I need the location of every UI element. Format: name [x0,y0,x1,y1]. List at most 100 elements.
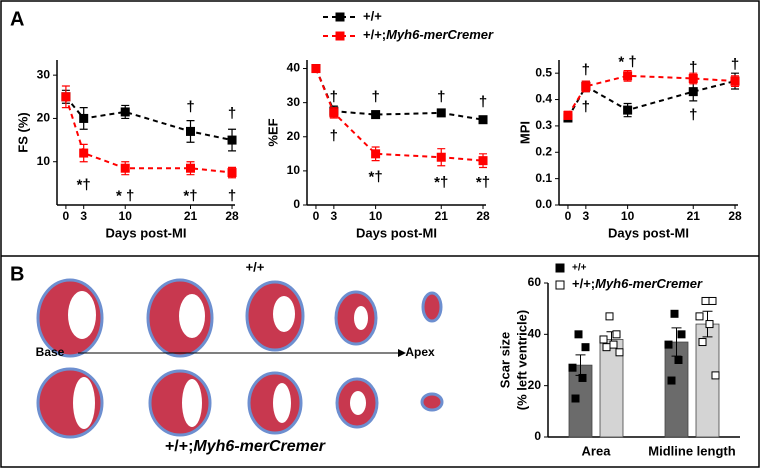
arrow-head [398,349,406,357]
data-point [371,110,381,120]
y-tick-label: 20 [37,111,51,125]
y-tick-label: 20 [528,378,542,392]
data-point [623,105,633,115]
annotation: † [731,56,739,73]
data-point [670,309,679,318]
x-tick-label: 28 [476,209,490,223]
y-tick-label: 10 [287,163,301,177]
data-point [61,92,71,102]
series-line [567,80,736,119]
data-point [623,71,633,81]
annotation: *† [183,187,197,204]
legend-marker [335,12,345,22]
legend-label: +/+;Myh6-merCremer [572,276,703,291]
data-point [227,168,237,178]
annotation: *† [434,174,448,191]
data-point [609,340,618,349]
data-point [571,394,580,403]
series-line [315,68,484,121]
x-tick-label: 21 [687,209,701,223]
legend-label: +/+;Myh6-merCremer [363,27,494,42]
data-point [371,149,381,159]
annotation: † [479,94,487,111]
data-point [186,163,195,173]
data-point [120,163,130,173]
y-tick-label: 40 [528,327,542,341]
data-point [688,73,698,83]
data-point [227,135,237,145]
data-point [605,312,614,321]
annotation: † [582,98,590,115]
y-tick-label: 30 [287,95,301,109]
x-tick-label: 10 [369,209,383,223]
data-point [79,113,89,123]
data-point [701,296,710,305]
x-axis-label: Days post-MI [356,225,437,240]
annotation: † [689,59,697,76]
data-point [186,126,195,136]
y-tick-label: 20 [287,129,301,143]
data-point [478,156,488,166]
data-point [677,330,686,339]
annotation: † [228,105,236,122]
y-axis-label: MPI [517,121,532,144]
data-point [563,110,573,120]
y-axis-label: (% left ventricle) [514,310,529,410]
x-tick-label: 28 [728,209,742,223]
x-tick-label: 21 [184,209,198,223]
x-tick-label: 0 [313,209,320,223]
legend-marker [555,280,565,290]
data-point [711,371,720,380]
series-line [65,96,233,142]
x-tick-label: 10 [621,209,635,223]
data-point [311,64,321,74]
genotype-label: +/+ [246,259,265,274]
data-point [730,76,740,86]
x-tick-label: 3 [331,209,338,223]
data-point [599,335,608,344]
y-tick-label: 40 [287,61,301,75]
y-tick-label: 0.4 [535,92,552,106]
annotation: † [689,106,697,123]
data-point [436,108,446,118]
data-point [568,363,577,372]
series-line [567,74,736,116]
panel-label: A [10,8,24,30]
annotation: *† [77,176,91,193]
apex-label: Apex [405,345,435,359]
y-axis-label: FS (%) [15,112,30,152]
x-tick-label: 3 [583,209,590,223]
annotation: † [330,88,338,105]
legend-label: +/+ [363,8,382,23]
annotation: † [330,128,338,145]
legend-label: +/+ [572,263,587,274]
x-tick-label: 0 [565,209,572,223]
y-tick-label: 0.0 [535,197,552,211]
annotation: *† [476,174,490,191]
y-axis-label: %EF [265,118,280,146]
data-point [615,348,624,357]
data-point [698,338,707,347]
y-tick-label: 0.5 [535,65,552,79]
data-point [79,148,89,158]
y-tick-label: 30 [37,67,51,81]
series-line [315,68,484,162]
annotation: † [228,187,236,204]
y-tick-label: 0.1 [535,171,552,185]
x-tick-label: 0 [63,209,70,223]
data-point [664,340,673,349]
data-point [478,115,488,125]
data-point [705,320,714,329]
data-point [578,373,587,382]
genotype-label: +/+;Myh6-merCremer [165,438,326,455]
data-point [581,343,590,352]
x-tick-label: 10 [119,209,133,223]
data-point [574,330,583,339]
y-tick-label: 0.3 [535,118,552,132]
x-tick-label: Area [582,443,612,458]
panel-label: B [10,263,24,285]
annotation: † [371,88,379,105]
annotation: † [437,88,445,105]
y-tick-label: 0 [293,197,300,211]
